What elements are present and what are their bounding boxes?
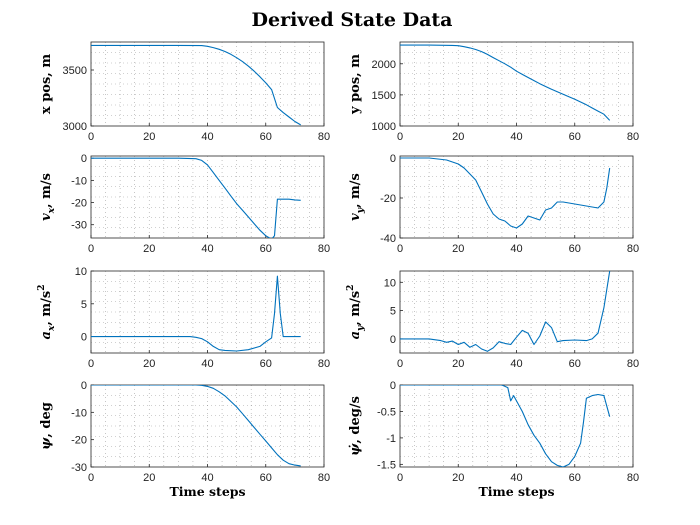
- y-tick-label: 3500: [63, 65, 87, 77]
- subplot-psidot: 0 20 40 60 80 -1.5 -1 -0.5 0 ψ̇, deg/s Time steps: [348, 380, 639, 499]
- x-tick-label: 20: [452, 358, 464, 370]
- y-tick-label: 1500: [372, 90, 396, 102]
- y-axis-label: y pos, m: [348, 54, 363, 115]
- x-tick-label: 0: [88, 358, 94, 370]
- y-tick-label: -1.5: [377, 459, 396, 471]
- y-tick-label: 0: [81, 332, 87, 344]
- y-tick-label: 0: [390, 380, 396, 392]
- y-axis-label: vy, m/s: [348, 173, 366, 221]
- y-tick-label: 10: [384, 277, 396, 289]
- y-axis-label: x pos, m: [39, 54, 54, 114]
- x-tick-label: 80: [318, 472, 330, 484]
- y-tick-label: 0: [81, 153, 87, 165]
- y-tick-label: 0: [390, 334, 396, 346]
- y-tick-label: -1: [386, 433, 396, 445]
- x-tick-label: 60: [569, 131, 581, 143]
- x-tick-label: 40: [510, 243, 522, 255]
- figure-title: Derived State Data: [252, 9, 453, 31]
- series-line-psidot-0: [400, 385, 611, 467]
- x-tick-label: 20: [143, 358, 155, 370]
- x-tick-label: 0: [88, 472, 94, 484]
- x-tick-label: 20: [452, 472, 464, 484]
- y-axis-label: ψ̇, deg/s: [348, 396, 363, 456]
- y-axis-label: vx, m/s: [39, 173, 57, 221]
- x-tick-label: 0: [397, 358, 403, 370]
- x-tick-label: 60: [569, 358, 581, 370]
- y-axis-label: ax, m/s2: [37, 285, 57, 340]
- series-line-vy-0: [400, 157, 611, 229]
- x-tick-label: 60: [260, 358, 272, 370]
- x-tick-label: 60: [569, 243, 581, 255]
- x-tick-label: 20: [143, 131, 155, 143]
- y-tick-label: -40: [380, 233, 396, 245]
- y-axis-label: ay, m/s2: [346, 285, 366, 340]
- y-tick-label: -10: [71, 407, 87, 419]
- series-line-ay-0: [400, 271, 611, 352]
- subplot-vx: 0 20 40 60 80 -30 -20 -10 0 vx, m/s: [39, 153, 330, 255]
- x-tick-label: 20: [452, 243, 464, 255]
- subplot-ay: 0 20 40 60 80 0 5 10 ay, m/s2: [346, 270, 639, 370]
- subplot-psi: 0 20 40 60 80 -30 -20 -10 0 ψ, deg Time steps: [39, 380, 330, 499]
- x-tick-label: 0: [88, 131, 94, 143]
- x-tick-label: 0: [397, 131, 403, 143]
- x-tick-label: 40: [201, 243, 213, 255]
- x-tick-label: 0: [88, 243, 94, 255]
- x-tick-label: 80: [627, 243, 639, 255]
- x-tick-label: 80: [627, 472, 639, 484]
- x-tick-label: 20: [143, 472, 155, 484]
- series-line-vx-0: [91, 157, 301, 238]
- x-tick-label: 80: [627, 131, 639, 143]
- y-tick-label: -30: [71, 220, 87, 232]
- y-tick-label: -10: [71, 175, 87, 187]
- y-tick-label: 10: [75, 266, 87, 278]
- x-tick-label: 40: [201, 472, 213, 484]
- x-tick-label: 0: [397, 472, 403, 484]
- x-tick-label: 40: [201, 358, 213, 370]
- subplot-xpos: 0 20 40 60 80 3000 3500 x pos, m: [39, 41, 330, 143]
- x-tick-label: 60: [260, 472, 272, 484]
- y-tick-label: -20: [71, 435, 87, 447]
- subplot-vy: 0 20 40 60 80 -40 -20 0 vy, m/s: [348, 153, 639, 255]
- x-axis-label: Time steps: [169, 484, 245, 499]
- subplot-ypos: 0 20 40 60 80 1000 1500 2000 y pos, m: [348, 41, 639, 143]
- y-tick-label: 5: [390, 306, 396, 318]
- x-tick-label: 80: [318, 358, 330, 370]
- series-line-ypos-0: [400, 44, 611, 121]
- y-tick-label: 3000: [63, 121, 87, 133]
- x-axis-label: Time steps: [478, 484, 554, 499]
- y-tick-label: -20: [380, 193, 396, 205]
- y-tick-label: 1000: [372, 121, 396, 133]
- x-tick-label: 80: [318, 243, 330, 255]
- x-tick-label: 40: [510, 358, 522, 370]
- x-tick-label: 20: [143, 243, 155, 255]
- series-line-xpos-0: [91, 44, 301, 126]
- series-line-psi-0: [91, 385, 301, 467]
- y-tick-label: -20: [71, 198, 87, 210]
- x-tick-label: 20: [452, 131, 464, 143]
- x-tick-label: 60: [260, 243, 272, 255]
- x-tick-label: 60: [569, 472, 581, 484]
- x-tick-label: 60: [260, 131, 272, 143]
- x-tick-label: 40: [510, 131, 522, 143]
- y-tick-label: 2000: [372, 59, 396, 71]
- x-tick-label: 80: [627, 358, 639, 370]
- subplot-ax: 0 20 40 60 80 0 5 10 ax, m/s2: [37, 266, 330, 370]
- x-tick-label: 0: [397, 243, 403, 255]
- x-tick-label: 80: [318, 131, 330, 143]
- y-tick-label: -30: [71, 462, 87, 474]
- series-line-ax-0: [91, 275, 301, 352]
- y-tick-label: -0.5: [377, 406, 396, 418]
- y-tick-label: 0: [81, 380, 87, 392]
- x-tick-label: 40: [510, 472, 522, 484]
- y-axis-label: ψ, deg: [39, 402, 54, 450]
- x-tick-label: 40: [201, 131, 213, 143]
- y-tick-label: 0: [390, 153, 396, 165]
- y-tick-label: 5: [81, 299, 87, 311]
